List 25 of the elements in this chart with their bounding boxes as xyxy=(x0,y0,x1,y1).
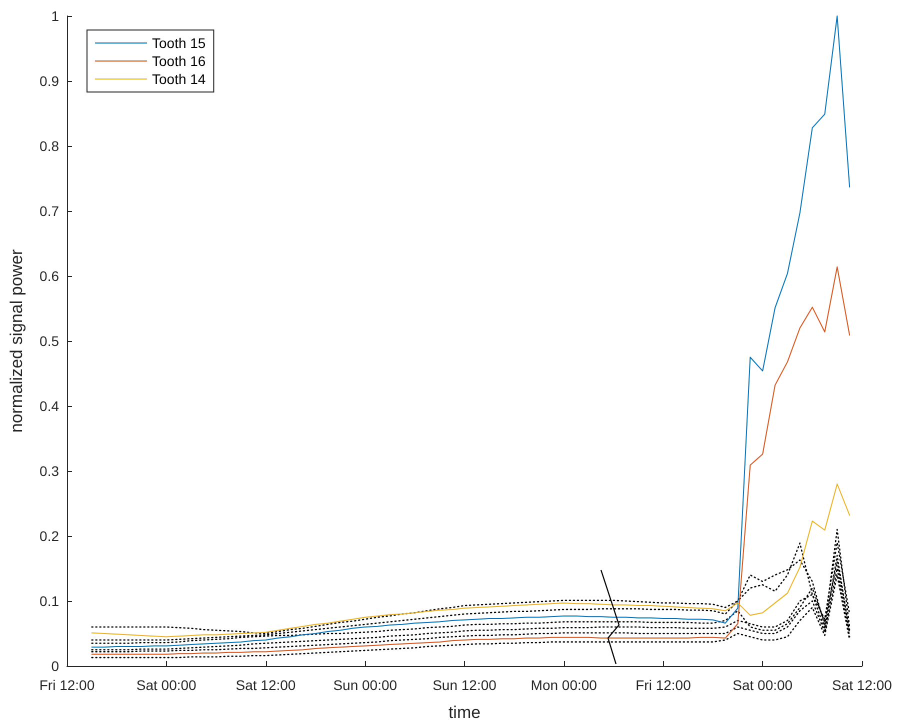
x-axis-title: time xyxy=(448,703,481,722)
y-tick-label: 0.9 xyxy=(40,73,60,89)
y-tick-label: 0.5 xyxy=(40,333,60,349)
x-tick-label: Sun 12:00 xyxy=(432,677,497,693)
legend-label: Tooth 15 xyxy=(152,35,206,51)
y-tick-label: 0.4 xyxy=(40,398,60,414)
x-tick-label: Mon 00:00 xyxy=(530,677,598,693)
y-tick-label: 1 xyxy=(51,8,60,24)
x-tick-label: Sat 00:00 xyxy=(732,677,793,693)
y-tick-label: 0.2 xyxy=(40,528,60,544)
legend-label: Tooth 14 xyxy=(152,71,206,87)
y-tick-label: 0.7 xyxy=(40,203,60,219)
y-tick-label: 0.3 xyxy=(40,463,60,479)
y-tick-label: 0.8 xyxy=(40,138,60,154)
y-tick-label: 0.1 xyxy=(40,593,60,609)
x-tick-label: Sun 00:00 xyxy=(333,677,398,693)
x-tick-label: Sat 12:00 xyxy=(236,677,296,693)
y-tick-label: 0 xyxy=(51,658,60,674)
x-tick-label: Fri 12:00 xyxy=(39,677,95,693)
x-tick-label: Sat 00:00 xyxy=(136,677,197,693)
y-axis-title: normalized signal power xyxy=(7,249,26,433)
legend-label: Tooth 16 xyxy=(152,53,206,69)
x-tick-label: Fri 12:00 xyxy=(636,677,692,693)
y-tick-label: 0.6 xyxy=(40,268,60,284)
x-tick-label: Sat 12:00 xyxy=(832,677,892,693)
